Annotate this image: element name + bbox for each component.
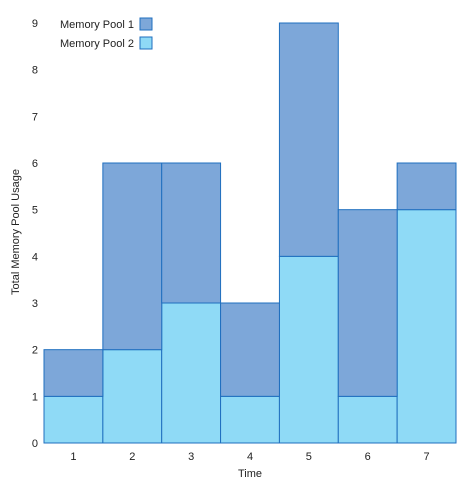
y-tick-label: 0 — [32, 438, 38, 450]
bar-series-1-time-2 — [102, 349, 163, 444]
bar-series-2-time-4 — [220, 302, 280, 397]
bars-group — [43, 22, 457, 444]
legend: Memory Pool 1 Memory Pool 2 — [60, 17, 153, 50]
x-tick-label: 5 — [306, 451, 312, 463]
y-tick-label: 7 — [32, 111, 38, 123]
bar-series-1-time-5 — [278, 255, 339, 444]
x-tick-label: 2 — [129, 451, 135, 463]
y-tick-label: 5 — [32, 205, 38, 217]
y-ticks-group: 0 1 2 3 4 5 6 7 8 9 — [32, 18, 38, 450]
bar-series-2-time-6 — [337, 209, 398, 397]
bar-series-2-time-7 — [396, 162, 457, 211]
x-tick-label: 3 — [188, 451, 194, 463]
bar-series-1-time-6 — [337, 395, 398, 444]
y-axis-label: Total Memory Pool Usage — [10, 169, 22, 295]
y-tick-label: 9 — [32, 18, 38, 30]
bar-series-2-time-5 — [278, 22, 339, 257]
bar-series-1-time-3 — [161, 302, 222, 444]
y-tick-label: 2 — [32, 345, 38, 357]
y-tick-label: 6 — [32, 158, 38, 170]
x-tick-label: 1 — [70, 451, 76, 463]
legend-swatch-pool-2 — [139, 36, 153, 50]
x-axis-label: Time — [238, 468, 262, 480]
bar-series-2-time-1 — [43, 349, 104, 397]
bar-series-2-time-2 — [102, 162, 163, 351]
bar-series-1-time-1 — [43, 395, 104, 444]
bar-series-1-time-4 — [220, 395, 280, 444]
y-tick-label: 4 — [32, 251, 38, 263]
y-tick-label: 1 — [32, 391, 38, 403]
x-tick-label: 6 — [365, 451, 371, 463]
bar-series-1-time-7 — [396, 209, 457, 444]
x-ticks-group: 1 2 3 4 5 6 7 — [70, 451, 429, 463]
legend-label-pool-1: Memory Pool 1 — [60, 19, 134, 31]
legend-label-pool-2: Memory Pool 2 — [60, 38, 134, 50]
y-tick-label: 8 — [32, 65, 38, 77]
x-tick-label: 4 — [247, 451, 253, 463]
x-tick-label: 7 — [424, 451, 430, 463]
bar-series-2-time-3 — [161, 162, 222, 304]
y-tick-label: 3 — [32, 298, 38, 310]
legend-swatch-pool-1 — [139, 17, 153, 31]
